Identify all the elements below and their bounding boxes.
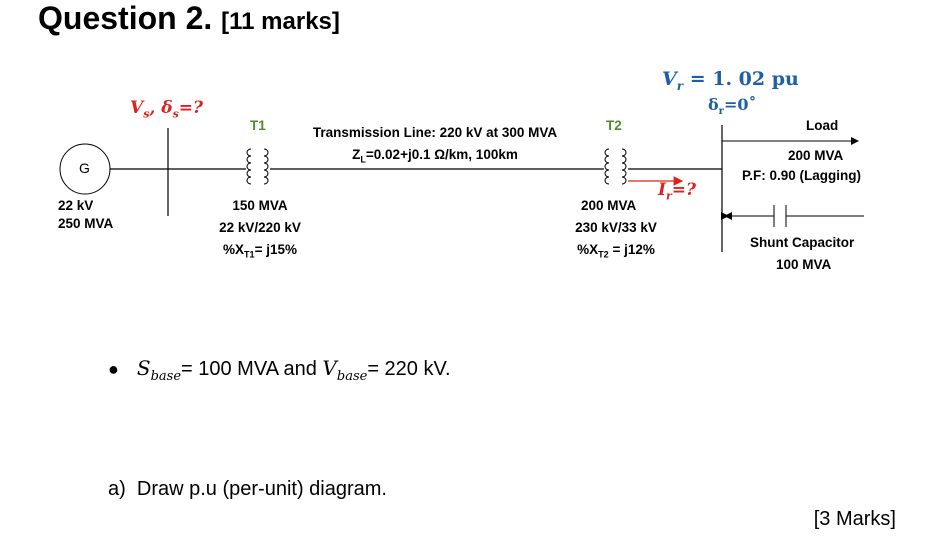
generator-rating: 250 MVA	[58, 216, 114, 231]
base-values-bullet: ● Sbase= 100 MVA and Vbase= 220 kV.	[108, 356, 451, 384]
t1-name: T1	[250, 118, 266, 133]
sending-voltage-label: Vs, δs=?	[130, 98, 204, 121]
part-a-question: a) Draw p.u (per-unit) diagram.	[108, 478, 387, 500]
t2-transformer-symbol	[604, 148, 627, 185]
shunt-capacitor-symbol	[721, 205, 864, 227]
load-label: Load	[806, 118, 839, 133]
t2-reactance: %XT2 = j12%	[577, 242, 655, 260]
generator-symbol: G	[79, 160, 90, 176]
receiving-angle-label: δr=0˚	[708, 95, 757, 118]
t1-reactance: %XT1= j15%	[223, 242, 297, 260]
t2-voltage: 230 kV/33 kV	[575, 220, 657, 235]
t2-name: T2	[606, 118, 622, 133]
t1-voltage: 22 kV/220 kV	[219, 220, 301, 235]
t1-rating: 150 MVA	[232, 198, 288, 213]
receiving-voltage-label: Vr = 1. 02 pu	[662, 68, 799, 93]
t2-rating: 200 MVA	[581, 198, 637, 213]
part-a-marks: [3 Marks]	[813, 508, 896, 530]
question-number: Question 2.	[38, 0, 213, 36]
line-impedance: ZL=0.02+j0.1 Ω/km, 100km	[352, 147, 518, 165]
generator-voltage: 22 kV	[58, 198, 94, 213]
bullet-dot: ●	[108, 359, 119, 379]
capacitor-label: Shunt Capacitor	[750, 235, 855, 250]
load-rating: 200 MVA	[788, 148, 844, 163]
load-power-factor: P.F: 0.90 (Lagging)	[742, 168, 862, 183]
question-title: Question 2. [11 marks]	[38, 0, 340, 37]
capacitor-rating: 100 MVA	[776, 257, 832, 272]
receiving-current-label: Ir=?	[658, 180, 696, 203]
question-marks: [11 marks]	[221, 8, 340, 35]
capacitor-arrowhead	[724, 212, 732, 220]
t1-transformer-symbol	[246, 148, 269, 185]
line-title: Transmission Line: 220 kV at 300 MVA	[312, 125, 558, 140]
